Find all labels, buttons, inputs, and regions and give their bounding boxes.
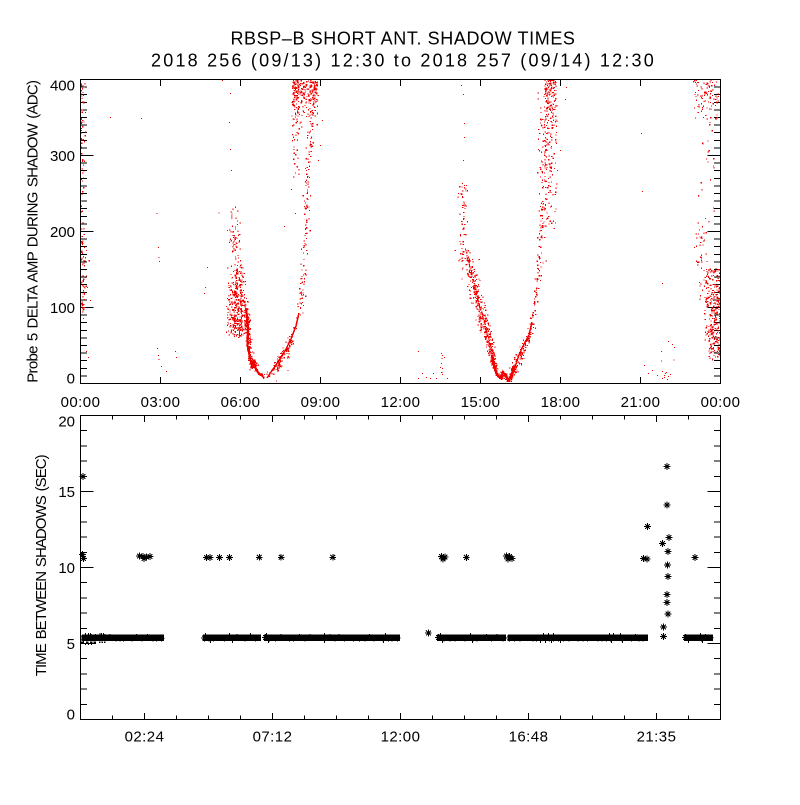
svg-text:09:00: 09:00	[301, 394, 341, 411]
svg-text:0: 0	[67, 707, 75, 724]
svg-text:02:24: 02:24	[125, 729, 165, 746]
svg-text:15: 15	[58, 484, 75, 501]
svg-text:2018 256 (09/13) 12:30 to 2018: 2018 256 (09/13) 12:30 to 2018 257 (09/1…	[151, 51, 656, 71]
svg-text:16:48: 16:48	[509, 729, 549, 746]
svg-text:15:00: 15:00	[461, 394, 501, 411]
svg-text:200: 200	[50, 224, 75, 241]
svg-text:06:00: 06:00	[221, 394, 261, 411]
svg-text:03:00: 03:00	[141, 394, 181, 411]
svg-text:10: 10	[58, 560, 75, 577]
svg-text:00:00: 00:00	[61, 394, 101, 411]
svg-text:300: 300	[50, 148, 75, 165]
svg-text:400: 400	[50, 77, 75, 94]
svg-text:0: 0	[67, 370, 75, 387]
svg-text:100: 100	[50, 300, 75, 317]
svg-text:5: 5	[67, 636, 75, 653]
svg-text:21:35: 21:35	[637, 729, 677, 746]
svg-text:Probe 5 DELTA AMP DURING SHADO: Probe 5 DELTA AMP DURING SHADOW (ADC)	[25, 80, 42, 383]
svg-text:18:00: 18:00	[541, 394, 581, 411]
svg-text:TIME BETWEEN SHADOWS (SEC): TIME BETWEEN SHADOWS (SEC)	[33, 454, 50, 676]
svg-text:20: 20	[58, 413, 75, 430]
svg-text:21:00: 21:00	[621, 394, 661, 411]
svg-text:00:00: 00:00	[701, 394, 741, 411]
svg-text:07:12: 07:12	[253, 729, 293, 746]
svg-text:12:00: 12:00	[381, 729, 421, 746]
svg-text:RBSP–B SHORT ANT. SHADOW TIMES: RBSP–B SHORT ANT. SHADOW TIMES	[230, 29, 575, 49]
svg-text:12:00: 12:00	[381, 394, 421, 411]
